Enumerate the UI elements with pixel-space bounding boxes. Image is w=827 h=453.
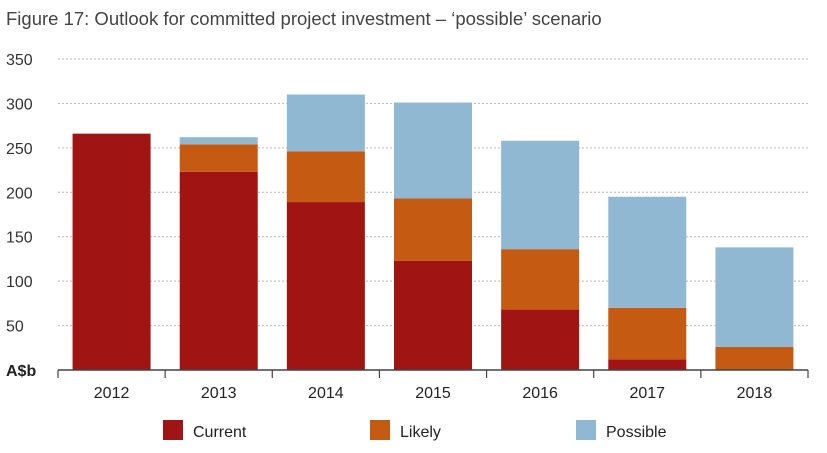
x-tick-label-2017: 2017 bbox=[629, 385, 665, 402]
x-tick-label-2012: 2012 bbox=[94, 385, 130, 402]
legend-label-likely: Likely bbox=[400, 424, 441, 441]
bars bbox=[72, 94, 794, 370]
y-tick-label-250: 250 bbox=[6, 141, 33, 158]
y-tick-label-200: 200 bbox=[6, 185, 33, 202]
bar-likely-2015 bbox=[394, 198, 472, 261]
bar-current-2016 bbox=[501, 309, 580, 370]
x-tick-label-2013: 2013 bbox=[201, 385, 237, 402]
bar-possible-2014 bbox=[286, 94, 365, 152]
bar-likely-2017 bbox=[608, 307, 687, 360]
x-tick-label-2015: 2015 bbox=[415, 385, 451, 402]
bar-current-2013 bbox=[179, 171, 258, 370]
legend-swatch-current bbox=[163, 420, 183, 440]
bar-possible-2015 bbox=[394, 102, 472, 199]
legend: Current Likely Possible bbox=[163, 420, 667, 441]
x-tick-label-2018: 2018 bbox=[737, 385, 773, 402]
bar-possible-2013 bbox=[179, 137, 258, 145]
bar-current-2012 bbox=[72, 133, 151, 370]
bar-possible-2018 bbox=[715, 247, 794, 347]
bar-possible-2016 bbox=[501, 140, 580, 250]
bar-likely-2016 bbox=[501, 249, 580, 310]
chart-title: Figure 17: Outlook for committed project… bbox=[6, 8, 602, 29]
y-tick-label-350: 350 bbox=[6, 52, 33, 69]
legend-label-possible: Possible bbox=[606, 424, 667, 441]
bar-likely-2018 bbox=[715, 346, 794, 370]
bar-current-2015 bbox=[394, 260, 472, 370]
legend-label-current: Current bbox=[193, 424, 247, 441]
y-tick-label-300: 300 bbox=[6, 96, 33, 113]
y-tick-label-100: 100 bbox=[6, 274, 33, 291]
bar-possible-2017 bbox=[608, 196, 687, 308]
x-tick-label-2014: 2014 bbox=[308, 385, 344, 402]
legend-swatch-possible bbox=[576, 420, 596, 440]
legend-swatch-likely bbox=[370, 420, 390, 440]
bar-current-2014 bbox=[286, 202, 365, 370]
y-tick-label-50: 50 bbox=[6, 319, 24, 336]
y-tick-label-150: 150 bbox=[6, 230, 33, 247]
y-axis-ticks: 50 100 150 200 250 300 350 bbox=[6, 52, 33, 336]
x-tick-label-2016: 2016 bbox=[522, 385, 558, 402]
bar-current-2017 bbox=[608, 359, 687, 370]
x-axis-ticks: 2012 2013 2014 2015 2016 2017 2018 bbox=[57, 370, 809, 402]
bar-likely-2014 bbox=[286, 151, 365, 203]
bar-likely-2013 bbox=[179, 144, 258, 172]
y-axis-unit-label: A$b bbox=[6, 363, 36, 380]
